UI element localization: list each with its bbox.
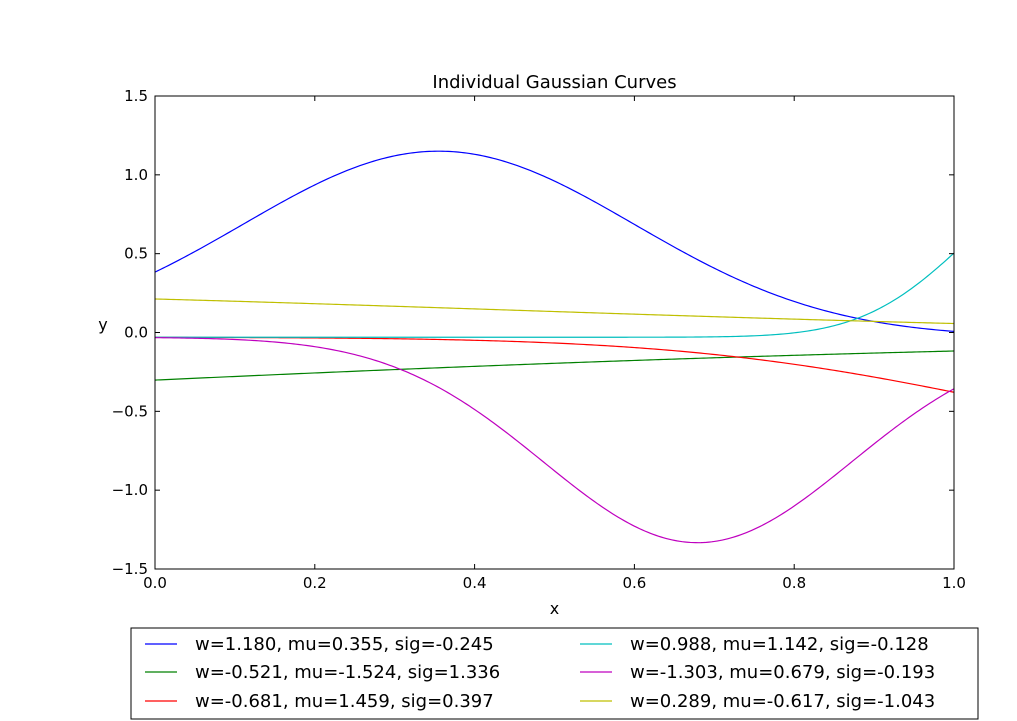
legend-label-6: w=0.289, mu=-0.617, sig=-1.043 xyxy=(630,691,935,712)
y-tick-label: 1.5 xyxy=(124,87,148,105)
y-tick-label: 0.5 xyxy=(124,245,148,263)
x-tick-label: 0.6 xyxy=(622,574,646,592)
y-tick-label: −1.0 xyxy=(112,481,148,499)
x-tick-label: 0.2 xyxy=(303,574,327,592)
legend-label-2: w=-0.521, mu=-1.524, sig=1.336 xyxy=(195,662,500,683)
series-line-4 xyxy=(155,252,955,338)
y-axis-label: y xyxy=(98,315,107,334)
legend-frame xyxy=(130,627,979,720)
ticks-layer: 0.0 0.2 0.4 0.6 0.8 1.0 −1.5 −1.0 −0.5 0.0 0.5 1.0 1… xyxy=(112,87,966,592)
y-tick-label: 1.0 xyxy=(124,166,148,184)
series-layer xyxy=(154,150,955,544)
x-tick-label: 0.4 xyxy=(463,574,487,592)
x-axis-label: x xyxy=(550,599,559,618)
series-line-2 xyxy=(154,350,955,381)
x-tick-label: 0.8 xyxy=(782,574,806,592)
legend-label-3: w=-0.681, mu=1.459, sig=0.397 xyxy=(195,691,494,712)
legend-label-1: w=1.180, mu=0.355, sig=-0.245 xyxy=(195,634,494,655)
chart-title: Individual Gaussian Curves xyxy=(432,72,676,93)
y-tick-label: −1.5 xyxy=(112,560,148,578)
legend-label-4: w=0.988, mu=1.142, sig=-0.128 xyxy=(630,634,929,655)
legend-entries: w=1.180, mu=0.355, sig=-0.245 w=-0.521, m… xyxy=(145,634,935,712)
x-tick-label: 1.0 xyxy=(942,574,966,592)
series-line-5 xyxy=(154,337,955,544)
series-line-6 xyxy=(154,298,955,325)
legend-label-5: w=-1.303, mu=0.679, sig=-0.193 xyxy=(630,662,935,683)
x-tick-label: 0.0 xyxy=(143,574,167,592)
y-tick-label: 0.0 xyxy=(124,324,148,342)
series-line-1 xyxy=(154,150,955,333)
legend: w=1.180, mu=0.355, sig=-0.245 w=-0.521, m… xyxy=(130,627,979,720)
y-tick-label: −0.5 xyxy=(112,402,148,420)
